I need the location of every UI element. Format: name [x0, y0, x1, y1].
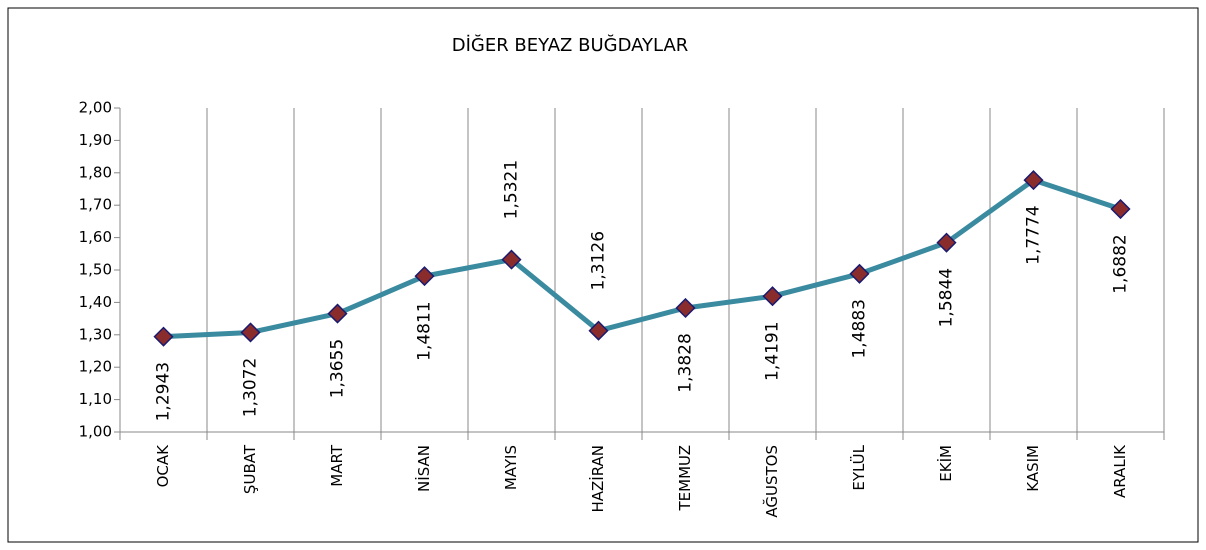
x-tick-label: EKİM	[936, 445, 955, 482]
marker	[1023, 170, 1044, 191]
x-tick-label: AĞUSTOS	[762, 445, 781, 518]
y-tick-label: 1,10	[79, 390, 112, 408]
x-tick-label: KASIM	[1024, 445, 1042, 492]
y-tick-label: 1,40	[79, 293, 112, 311]
line	[163, 177, 1122, 340]
data-label: 1,7774	[1024, 205, 1044, 264]
data-label: 1,4191	[763, 321, 783, 380]
x-tick-label: MART	[328, 444, 346, 487]
data-label: 1,2943	[154, 362, 174, 421]
data-label: 1,4811	[415, 301, 435, 360]
marker	[414, 266, 435, 287]
y-tick-label: 1,30	[79, 325, 112, 343]
data-label: 1,3828	[676, 333, 696, 392]
y-tick-label: 1,00	[79, 423, 112, 441]
data-label: 1,3655	[328, 339, 348, 398]
y-tick-label: 1,90	[79, 131, 112, 149]
y-tick-label: 1,20	[79, 358, 112, 376]
marker	[501, 249, 522, 270]
x-tick-label: ARALIK	[1111, 444, 1129, 498]
x-tick-label: EYLÜL	[849, 444, 868, 490]
marker	[675, 297, 696, 319]
chart-frame	[7, 7, 1199, 543]
marker	[849, 263, 870, 284]
x-tick-label: HAZİRAN	[588, 445, 607, 513]
x-tick-label: TEMMUZ	[676, 445, 694, 512]
marker	[1110, 198, 1131, 220]
data-label: 1,5321	[502, 160, 522, 219]
marker	[936, 232, 957, 253]
data-label: 1,4883	[850, 299, 870, 358]
data-label: 1,3126	[589, 231, 609, 290]
x-tick-label: OCAK	[154, 444, 172, 488]
marker	[153, 326, 174, 347]
y-tick-label: 1,80	[79, 163, 112, 181]
y-tick-label: 1,60	[79, 228, 112, 246]
y-tick-label: 2,00	[79, 99, 112, 117]
data-label: 1,6882	[1111, 234, 1131, 293]
chart-title: DİĞER BEYAZ BUĞDAYLAR	[452, 34, 689, 56]
marker	[762, 286, 783, 307]
marker	[240, 322, 261, 343]
data-label: 1,3072	[241, 358, 261, 417]
x-tick-label: MAYIS	[502, 445, 520, 490]
x-tick-label: ŞUBAT	[241, 444, 259, 494]
data-label: 1,5844	[937, 268, 957, 327]
y-tick-label: 1,50	[79, 261, 112, 279]
x-tick-label: NİSAN	[414, 445, 433, 492]
marker	[327, 303, 348, 324]
y-tick-label: 1,70	[79, 196, 112, 214]
marker	[588, 320, 609, 341]
